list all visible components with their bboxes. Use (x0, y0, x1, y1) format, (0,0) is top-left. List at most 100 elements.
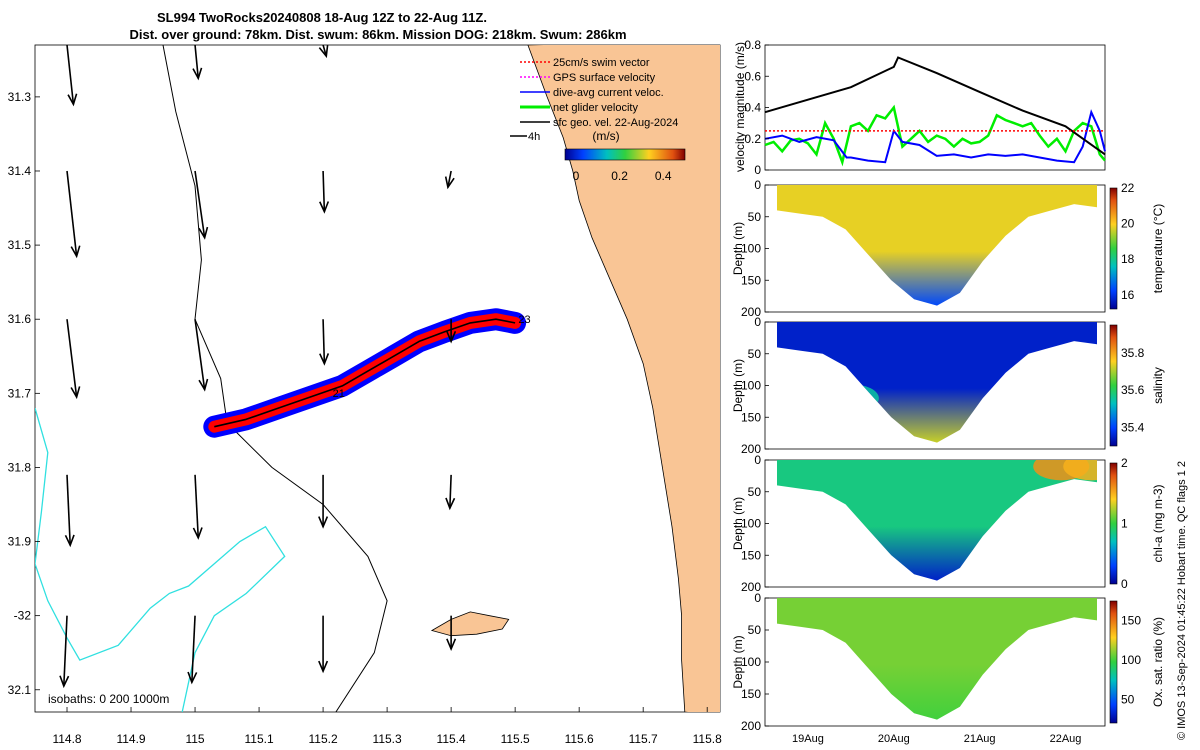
section-y-tick-label: 0 (754, 453, 761, 467)
section-y-tick-label: 50 (748, 347, 762, 361)
section-y-tick-label: 150 (741, 273, 761, 287)
map-x-tick-label: 115.7 (629, 732, 658, 746)
current-arrow (319, 319, 330, 366)
velocity-line (764, 109, 1106, 164)
map-y-tick-label: 31.6 (8, 312, 32, 326)
map-x-tick-label: 115.6 (565, 732, 594, 746)
section-salinity: 0 50 100 150 200 Depth (m) 35.4 35.6 35.8 salinit… (731, 315, 1165, 456)
section-colorbar-tick-label: 1 (1121, 517, 1128, 531)
map-subtitle: Dist. over ground: 78km. Dist. swum: 86k… (129, 27, 626, 42)
section-y-tick-label: 150 (741, 548, 761, 562)
current-arrow (66, 170, 81, 259)
section-y-tick-label: 200 (741, 580, 761, 594)
section-colorbar-tick-label: 150 (1121, 614, 1141, 628)
section-y-tick-label: 150 (741, 687, 761, 701)
current-arrow (66, 319, 81, 400)
legend-label-geo: sfc geo. vel. 22-Aug-2024 (553, 117, 678, 129)
current-arrow (194, 170, 209, 240)
section-colorbar-label: temperature (°C) (1151, 204, 1165, 294)
section-colorbar-label: Ox. sat. ratio (%) (1151, 617, 1165, 707)
section-y-tick-label: 0 (754, 178, 761, 192)
map-x-ticks: 114.8 114.9 115 115.1 115.2 115.3 115.4 115.5 11… (52, 707, 722, 746)
time-tick-label: 19Aug (792, 733, 824, 745)
velocity-ylabel: velocity magnitude (m/s) (733, 42, 747, 172)
section-y-tick-label: 150 (741, 410, 761, 424)
velocity-y-tick-label: 0.4 (744, 101, 761, 115)
velocity-line (764, 104, 1106, 167)
map-colorbar-tick-label: 0 (573, 169, 580, 183)
section-colorbar (1109, 600, 1118, 724)
section-feature (1063, 460, 1097, 481)
current-arrow (192, 45, 203, 81)
section-y-tick-label: 200 (741, 305, 761, 319)
section-colorbar (1109, 324, 1118, 447)
section-field (777, 322, 1097, 443)
map-x-tick-label: 115.8 (693, 732, 722, 746)
current-arrow (194, 319, 209, 392)
section-y-tick-label: 0 (754, 315, 761, 329)
legend-label-dive: dive-avg current veloc. (553, 87, 664, 99)
map-y-tick-label: 32.1 (8, 683, 32, 697)
map-legend: 25cm/s swim vector GPS surface velocity … (510, 57, 686, 183)
velocity-y-tick-label: 0.6 (744, 69, 761, 83)
section-colorbar-tick-label: 16 (1121, 288, 1135, 302)
section-y-tick-label: 100 (741, 655, 761, 669)
map-x-tick-label: 114.9 (116, 732, 145, 746)
glider-track (214, 318, 516, 428)
map-x-tick-label: 115.3 (373, 732, 402, 746)
section-y-tick-label: 200 (741, 719, 761, 733)
time-x-ticks: 19Aug 20Aug 21Aug 22Aug (792, 733, 1081, 745)
section-y-tick-label: 50 (748, 485, 762, 499)
track-day-label: 23 (518, 314, 530, 326)
legend-label-gps: GPS surface velocity (553, 72, 656, 84)
time-tick-label: 20Aug (878, 733, 910, 745)
map-y-tick-label: 31.5 (8, 238, 32, 252)
section-y-tick-label: 0 (754, 591, 761, 605)
legend-label-net: net glider velocity (553, 102, 638, 114)
current-arrow (318, 474, 329, 529)
current-arrow (319, 170, 330, 214)
section-y-tick-label: 100 (741, 379, 761, 393)
current-arrows (59, 45, 457, 689)
section-y-tick-label: 200 (741, 442, 761, 456)
map-y-tick-label: 31.9 (8, 535, 32, 549)
time-tick-label: 22Aug (1050, 733, 1082, 745)
current-arrow (318, 615, 329, 674)
section-colorbar-tick-label: 2 (1121, 456, 1128, 470)
section-colorbar (1109, 462, 1118, 585)
footer-credit: © IMOS 13-Sep-2024 01:45:22 Hobart time.… (1176, 461, 1188, 740)
map-y-tick-label: 31.3 (8, 90, 32, 104)
map-x-tick-label: 115.4 (437, 732, 466, 746)
velocity-panel: 0 0.2 0.4 0.6 0.8 velocity magnitude (m/s) (733, 38, 1106, 177)
section-colorbar-tick-label: 35.4 (1121, 420, 1145, 434)
current-arrow (445, 474, 456, 511)
section-chl-a: 0 50 100 150 200 Depth (m) 0 1 2 chl-a (mg m-3) (731, 453, 1165, 594)
map-x-tick-label: 114.8 (52, 732, 81, 746)
current-arrow (192, 474, 203, 540)
section-colorbar-tick-label: 0 (1121, 577, 1128, 591)
velocity-y-tick-label: 0.8 (744, 38, 761, 52)
current-arrow (66, 45, 78, 107)
map-colorbar-ticks: 0 0.2 0.4 (573, 169, 672, 183)
map-x-tick-label: 115.5 (501, 732, 530, 746)
time-tick-label: 21Aug (964, 733, 996, 745)
section-ylabel: Depth (m) (731, 635, 745, 688)
velocity-y-tick-label: 0.2 (744, 132, 761, 146)
legend-label-swim: 25cm/s swim vector (553, 57, 650, 69)
section-field (777, 598, 1097, 720)
section-colorbar-label: chl-a (mg m-3) (1151, 484, 1165, 562)
current-arrow (64, 474, 75, 548)
map-y-ticks: 31.3 31.4 31.5 31.6 31.7 31.8 31.9 -32 32.1 (8, 90, 40, 697)
section-ylabel: Depth (m) (731, 359, 745, 412)
velocity-y-tick-label: 0 (754, 163, 761, 177)
section-field (777, 185, 1097, 306)
current-arrow (59, 615, 70, 689)
map-y-tick-label: 31.8 (8, 460, 32, 474)
velocity-y-ticks: 0 0.2 0.4 0.6 0.8 (744, 38, 769, 177)
section-y-tick-label: 50 (748, 623, 762, 637)
velocity-line (764, 56, 1106, 156)
current-arrow (446, 615, 457, 652)
